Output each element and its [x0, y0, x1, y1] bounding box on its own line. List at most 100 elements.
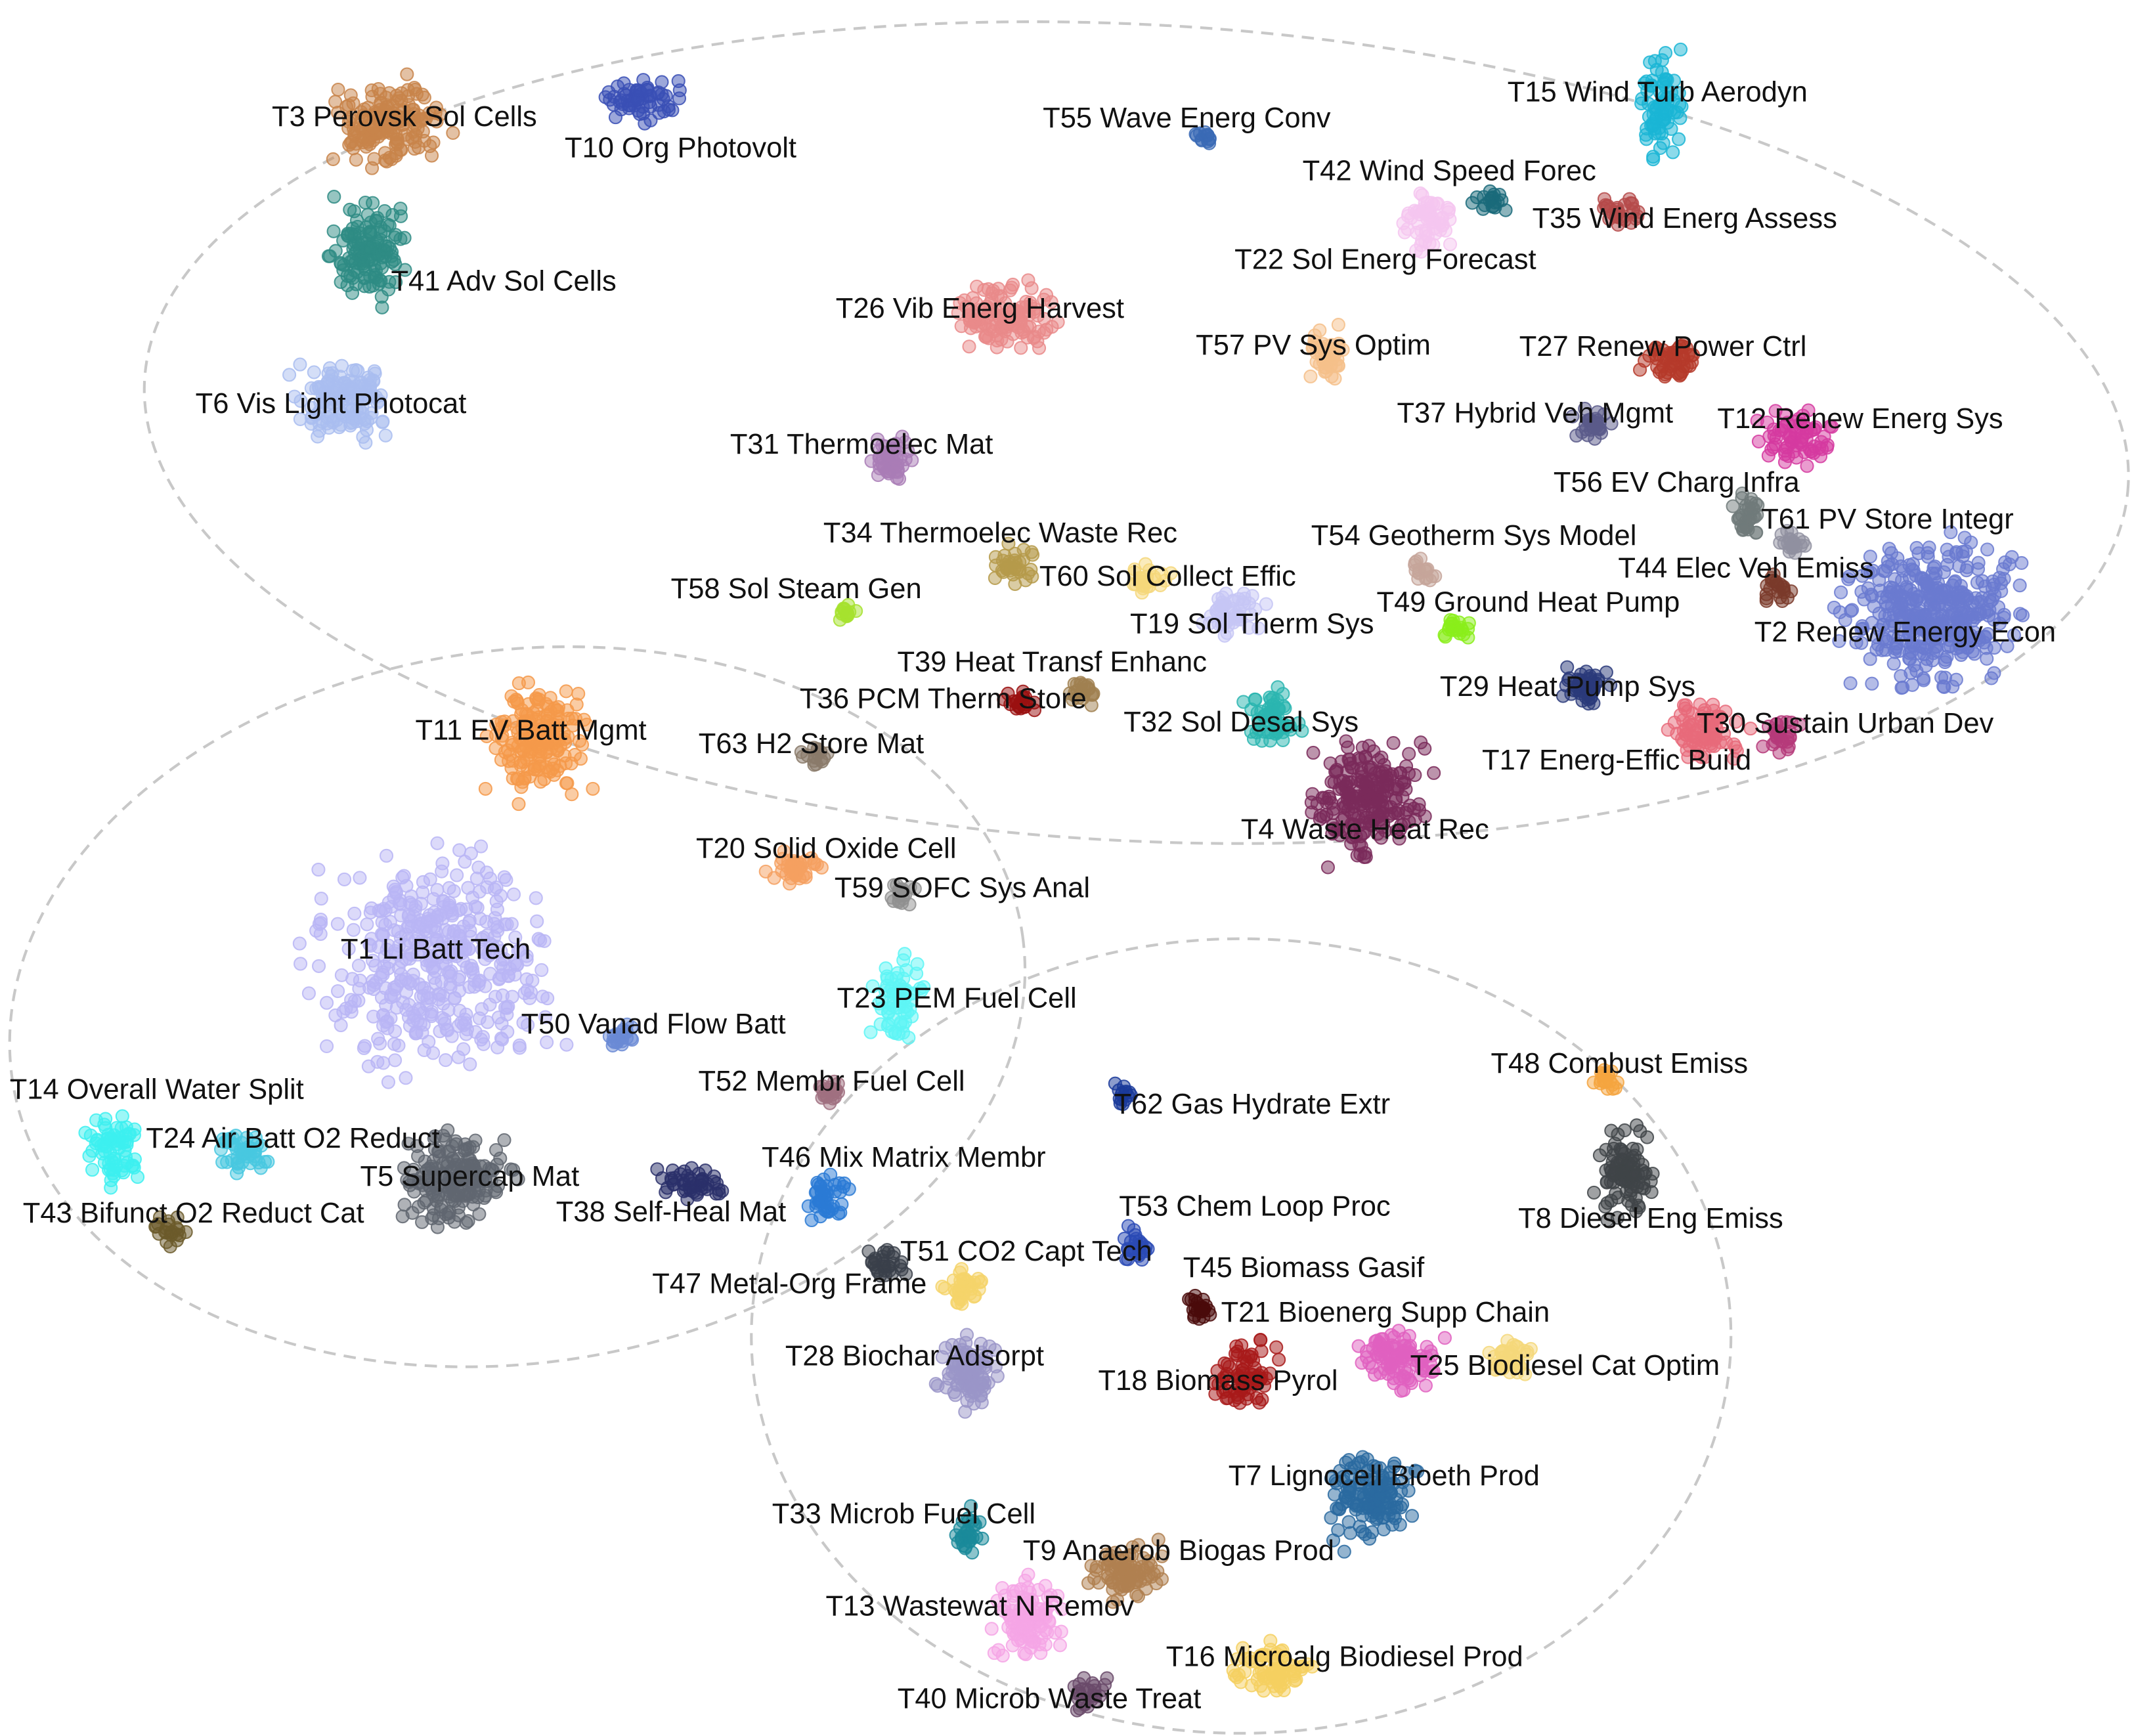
- topic-point: [1142, 579, 1156, 594]
- topic-point: [995, 1648, 1010, 1663]
- topic-point: [801, 1199, 816, 1213]
- topic-point: [995, 309, 1009, 323]
- topic-point: [1406, 801, 1421, 816]
- topic-label: T51 CO2 Capt Tech: [900, 1236, 1152, 1267]
- topic-point: [441, 1123, 455, 1138]
- topic-point: [1233, 613, 1248, 627]
- topic-point: [632, 107, 647, 121]
- topic-point: [1144, 1569, 1159, 1584]
- topic-point: [459, 1027, 473, 1041]
- topic-point: [358, 195, 372, 210]
- topic-label: T40 Microb Waste Treat: [898, 1683, 1202, 1715]
- topic-point: [1054, 1624, 1068, 1639]
- topic-point: [416, 124, 430, 139]
- topic-point: [1193, 1304, 1208, 1318]
- topic-point: [1630, 1118, 1644, 1133]
- topic-point: [488, 989, 503, 1004]
- topic-point: [1018, 573, 1033, 588]
- topic-point: [1604, 1123, 1619, 1138]
- topic-point: [1996, 562, 2011, 576]
- topic-point: [1916, 671, 1930, 685]
- topic-point: [495, 1032, 510, 1047]
- topic-label: T23 PEM Fuel Cell: [837, 982, 1077, 1014]
- topic-point: [399, 1003, 414, 1017]
- topic-point: [1370, 1334, 1384, 1348]
- topic-point: [391, 1038, 406, 1052]
- topic-point: [1883, 585, 1897, 599]
- topic-point: [461, 880, 475, 895]
- topic-point: [330, 395, 345, 410]
- topic-point: [1024, 299, 1038, 313]
- topic-point: [530, 914, 544, 928]
- topic-point: [700, 1182, 714, 1196]
- topic-point: [327, 190, 341, 204]
- topic-point: [1843, 676, 1858, 691]
- topic-point: [1024, 1634, 1039, 1649]
- topic-point: [1759, 587, 1774, 601]
- topic-point: [100, 1131, 115, 1146]
- topic-label: T39 Heat Transf Enhanc: [897, 647, 1207, 678]
- topic-point: [458, 854, 472, 869]
- topic-point: [388, 1053, 403, 1068]
- points: [78, 42, 2030, 1718]
- topic-point: [490, 902, 504, 917]
- topic-point: [1364, 1525, 1380, 1540]
- topic-point: [378, 428, 393, 443]
- topic-point: [1021, 273, 1035, 288]
- topic-point: [1272, 1353, 1286, 1367]
- topic-point: [1646, 152, 1661, 167]
- topic-point: [865, 1254, 879, 1269]
- topic-label: T15 Wind Turb Aerodyn: [1508, 76, 1808, 108]
- topic-point: [311, 959, 326, 973]
- topic-point: [1018, 1647, 1033, 1662]
- topic-point: [1419, 563, 1433, 577]
- topic-point: [972, 313, 987, 327]
- topic-point: [1306, 745, 1320, 760]
- topic-point: [378, 917, 393, 932]
- topic-point: [1323, 756, 1338, 771]
- topic-point: [1328, 372, 1342, 386]
- topic-point: [1658, 46, 1673, 60]
- topic-label: T30 Sustain Urban Dev: [1697, 708, 1993, 739]
- topic-label: T38 Self-Heal Mat: [556, 1196, 787, 1228]
- topic-point: [1437, 628, 1452, 642]
- topic-point: [1204, 609, 1218, 624]
- topic-point: [643, 99, 658, 114]
- topic-point: [387, 890, 401, 905]
- topic-point: [901, 444, 915, 458]
- topic-label: T11 EV Batt Mgmt: [416, 714, 647, 746]
- topic-point: [1863, 652, 1877, 666]
- topic-point: [389, 979, 404, 993]
- topic-point: [446, 125, 460, 141]
- topic-point: [397, 112, 411, 127]
- topic-point: [796, 749, 810, 764]
- topic-point: [381, 1075, 396, 1089]
- topic-point: [813, 1180, 828, 1194]
- topic-point: [1462, 616, 1476, 630]
- topic-point: [378, 239, 393, 253]
- topic-point: [512, 676, 526, 691]
- topic-point: [533, 775, 548, 789]
- topic-point: [1881, 554, 1895, 569]
- topic-point: [962, 339, 976, 354]
- topic-point: [1437, 1331, 1452, 1345]
- region-outline: [8, 645, 1027, 1368]
- topic-point: [1672, 132, 1686, 146]
- topic-point: [1133, 571, 1147, 585]
- topic-point: [353, 871, 367, 885]
- topic-point: [388, 1024, 403, 1039]
- topic-point: [385, 207, 400, 222]
- topic-label: T28 Biochar Adsorpt: [785, 1340, 1044, 1372]
- topic-point: [1377, 1489, 1391, 1504]
- topic-point: [1742, 513, 1756, 527]
- topic-point: [1928, 559, 1942, 574]
- topic-label: T58 Sol Steam Gen: [671, 573, 922, 605]
- topic-point: [293, 357, 307, 372]
- topic-point: [127, 1160, 141, 1175]
- topic-point: [341, 227, 355, 241]
- topic-label: T18 Biomass Pyrol: [1098, 1365, 1338, 1397]
- topic-point: [1923, 597, 1938, 611]
- topic-point: [665, 103, 680, 118]
- topic-point: [1637, 1167, 1651, 1181]
- topic-point: [1925, 653, 1940, 668]
